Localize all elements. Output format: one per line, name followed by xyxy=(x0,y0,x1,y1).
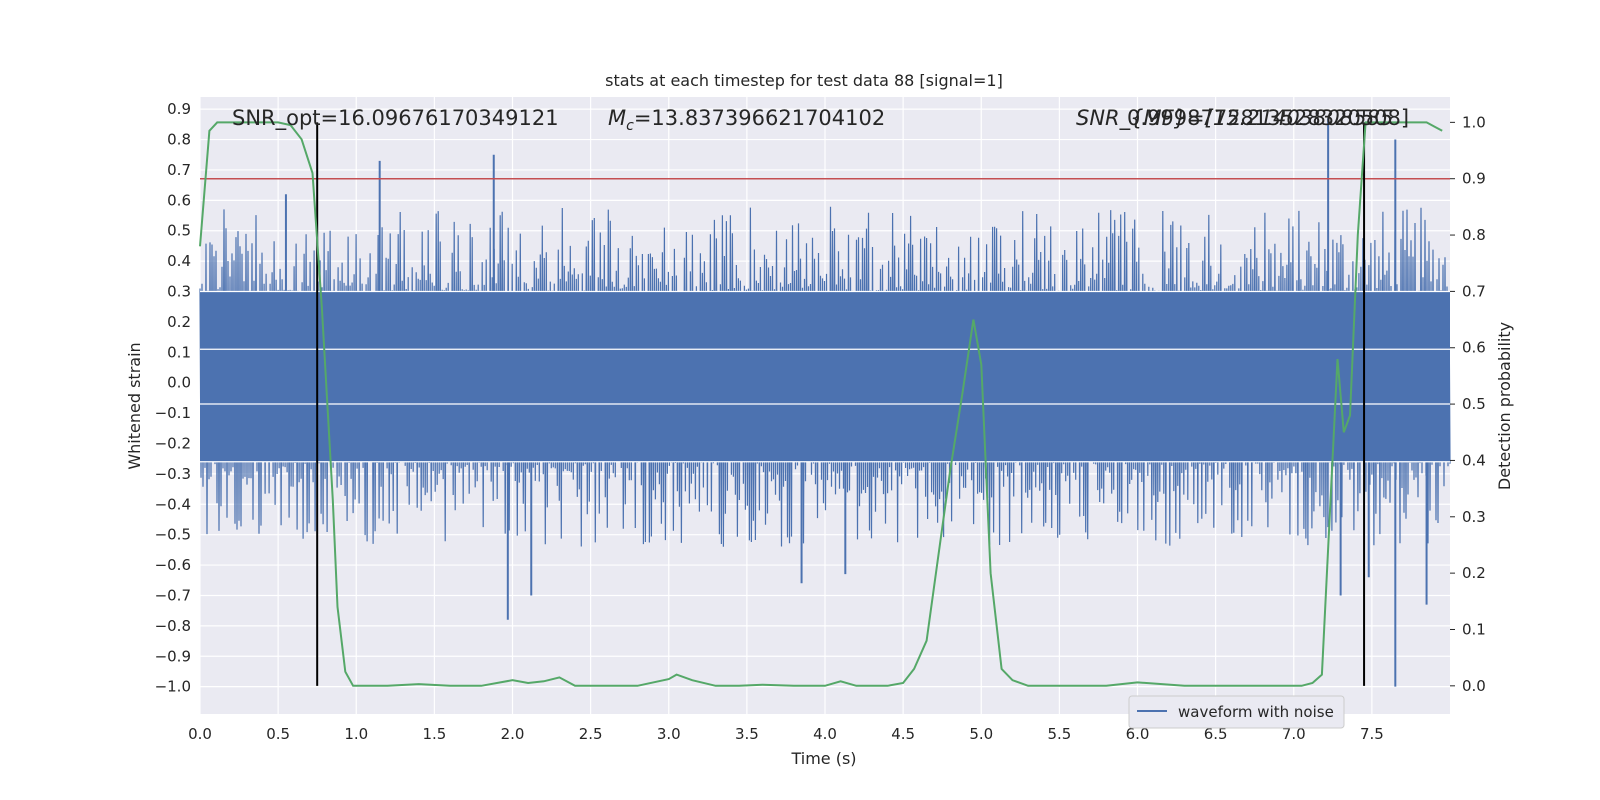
right-tick-label: 0.4 xyxy=(1462,451,1486,469)
left-tick-label: −0.6 xyxy=(155,556,191,574)
probability-annotation: 0.9998772813528320508] xyxy=(1127,106,1409,130)
x-tick-label: 1.0 xyxy=(344,725,368,743)
right-axis-ticks: 1.0 0.9 0.8 0.7 0.6 0.5 0.4 0.3 0.2 0.1 0.0 xyxy=(1450,113,1486,695)
left-tick-label: −0.7 xyxy=(155,586,191,604)
x-tick-label: 1.5 xyxy=(422,725,446,743)
x-tick-label: 7.5 xyxy=(1360,725,1384,743)
right-tick-label: 0.0 xyxy=(1462,677,1486,695)
x-tick-label: 5.5 xyxy=(1047,725,1071,743)
left-axis-ticks: 0.9 0.8 0.7 0.6 0.5 0.4 0.3 0.2 0.1 0.0 −0.1 −0.2 −0… xyxy=(155,100,191,695)
right-tick-label: 0.6 xyxy=(1462,339,1486,357)
x-tick-label: 6.0 xyxy=(1126,725,1150,743)
left-tick-label: 0.3 xyxy=(167,283,191,301)
right-tick-label: 0.2 xyxy=(1462,564,1486,582)
right-tick-label: 1.0 xyxy=(1462,113,1486,131)
legend-box xyxy=(1128,695,1345,729)
left-tick-label: −0.4 xyxy=(155,495,191,513)
left-tick-label: −0.3 xyxy=(155,465,191,483)
x-axis-label: Time (s) xyxy=(790,749,856,768)
chirp-mass-annotation: Mc=13.837396621704102 xyxy=(608,106,885,134)
right-axis-label: Detection probability xyxy=(1495,322,1514,490)
x-tick-label: 2.5 xyxy=(579,725,603,743)
right-tick-label: 0.5 xyxy=(1462,395,1486,413)
x-tick-label: 7.0 xyxy=(1282,725,1306,743)
x-tick-label: 4.5 xyxy=(891,725,915,743)
legend-entry: waveform with noise xyxy=(1178,703,1334,721)
x-tick-label: 0.5 xyxy=(266,725,290,743)
waveform-core-band xyxy=(200,291,1450,462)
x-tick-label: 4.0 xyxy=(813,725,837,743)
x-tick-label: 3.5 xyxy=(735,725,759,743)
right-tick-label: 0.9 xyxy=(1462,170,1486,188)
legend: waveform with noise xyxy=(1128,695,1345,729)
detection-probability-line xyxy=(199,121,1443,687)
left-tick-label: −1.0 xyxy=(155,678,191,696)
snr-opt-annotation: SNR_opt=16.09676170349121 xyxy=(232,106,559,131)
right-tick-label: 0.7 xyxy=(1462,282,1486,300)
right-tick-label: 0.1 xyxy=(1462,620,1486,638)
x-tick-label: 0.0 xyxy=(188,725,212,743)
left-tick-label: −0.9 xyxy=(155,647,191,665)
x-tick-label: 6.5 xyxy=(1204,725,1228,743)
left-tick-label: 0.9 xyxy=(167,100,191,118)
x-tick-label: 2.0 xyxy=(501,725,525,743)
waveform-series xyxy=(199,118,1451,687)
left-axis-label: Whitened strain xyxy=(125,342,144,469)
left-tick-label: 0.5 xyxy=(167,222,191,240)
x-tick-label: 5.0 xyxy=(969,725,993,743)
left-tick-label: 0.2 xyxy=(167,313,191,331)
left-tick-label: 0.0 xyxy=(167,374,191,392)
chart-overlays xyxy=(199,121,1450,687)
left-tick-label: 0.4 xyxy=(167,252,191,270)
left-tick-label: −0.2 xyxy=(155,434,191,452)
left-tick-label: 0.6 xyxy=(167,191,191,209)
right-tick-label: 0.8 xyxy=(1462,226,1486,244)
chart-title: stats at each timestep for test data 88 … xyxy=(605,71,1003,90)
left-tick-label: 0.1 xyxy=(167,343,191,361)
right-tick-label: 0.3 xyxy=(1462,508,1486,526)
left-tick-label: −0.8 xyxy=(155,617,191,635)
left-tick-label: −0.1 xyxy=(155,404,191,422)
x-tick-label: 3.0 xyxy=(657,725,681,743)
x-axis-ticks: 0.0 0.5 1.0 1.5 2.0 2.5 3.0 3.5 4.0 4.5 5.0 5.5 6.0 6… xyxy=(188,725,1384,743)
left-tick-label: −0.5 xyxy=(155,526,191,544)
left-tick-label: 0.8 xyxy=(167,131,191,149)
snr-mf-annotation: SNR_{MF}=[15.21403808585 xyxy=(1076,106,1393,131)
left-tick-label: 0.7 xyxy=(167,161,191,179)
